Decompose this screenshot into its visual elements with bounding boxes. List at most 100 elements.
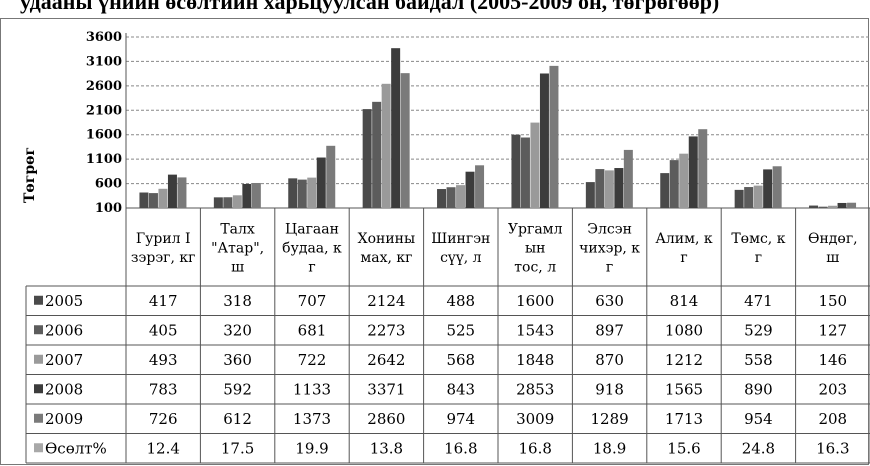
bar bbox=[809, 205, 819, 208]
data-label: 16.8 bbox=[518, 439, 551, 457]
data-label: 493 bbox=[149, 351, 178, 369]
bar bbox=[446, 187, 456, 208]
bar bbox=[362, 109, 372, 208]
data-label: 16.3 bbox=[816, 439, 849, 457]
y-tick-label: 1600 bbox=[86, 128, 122, 143]
legend-swatch bbox=[34, 384, 43, 394]
data-label: 890 bbox=[744, 380, 773, 398]
data-label: 726 bbox=[149, 410, 178, 428]
x-tick-label: Ургамл ын тос, л bbox=[508, 222, 563, 276]
legend-label: 2006 bbox=[45, 321, 83, 339]
bar bbox=[307, 177, 317, 208]
bar bbox=[148, 193, 158, 208]
legend-label: Өсөлт% bbox=[45, 439, 107, 457]
data-label: 568 bbox=[446, 351, 475, 369]
bar bbox=[837, 202, 847, 208]
gridlines bbox=[126, 36, 870, 185]
data-label: 417 bbox=[149, 292, 178, 310]
bar bbox=[456, 185, 466, 208]
data-label: 1212 bbox=[665, 351, 703, 369]
bar bbox=[669, 160, 679, 208]
data-label: 1543 bbox=[516, 321, 554, 339]
chart-frame bbox=[0, 18, 869, 465]
data-label: 3009 bbox=[516, 410, 554, 428]
bar bbox=[475, 165, 485, 208]
data-label: 150 bbox=[818, 292, 847, 310]
bar bbox=[326, 145, 336, 208]
x-tick-label: Шингэн сүү, л bbox=[431, 231, 490, 266]
bar bbox=[753, 185, 763, 208]
bar bbox=[660, 173, 670, 208]
legend-swatch bbox=[34, 325, 43, 335]
bar bbox=[604, 170, 614, 208]
x-tick-label: Талх "Атар", ш bbox=[211, 222, 264, 276]
data-label: 488 bbox=[446, 292, 475, 310]
data-label: 1289 bbox=[591, 410, 629, 428]
bar bbox=[847, 202, 857, 208]
data-label: 1565 bbox=[665, 380, 703, 398]
data-label: 1133 bbox=[293, 380, 331, 398]
data-label: 974 bbox=[446, 410, 475, 428]
data-label: 814 bbox=[670, 292, 699, 310]
data-label: 681 bbox=[298, 321, 327, 339]
data-label: 525 bbox=[446, 321, 475, 339]
bar bbox=[177, 177, 187, 208]
bar bbox=[437, 189, 447, 208]
data-label: 707 bbox=[298, 292, 327, 310]
data-label: 2124 bbox=[367, 292, 405, 310]
y-tick-label: 600 bbox=[95, 177, 122, 192]
legend-label: 2009 bbox=[45, 410, 83, 428]
data-label: 1080 bbox=[665, 321, 703, 339]
data-label: 954 bbox=[744, 410, 773, 428]
data-label: 471 bbox=[744, 292, 773, 310]
data-label: 360 bbox=[223, 351, 252, 369]
data-label: 15.6 bbox=[667, 439, 700, 457]
bar bbox=[539, 73, 549, 209]
data-label: 529 bbox=[744, 321, 773, 339]
data-label: 146 bbox=[818, 351, 847, 369]
legend-label: 2005 bbox=[45, 292, 83, 310]
legend-swatch bbox=[34, 295, 43, 305]
bar bbox=[372, 101, 382, 208]
data-label: 203 bbox=[818, 380, 847, 398]
data-label: 630 bbox=[595, 292, 624, 310]
bar bbox=[158, 188, 168, 208]
data-label: 1713 bbox=[665, 410, 703, 428]
bar bbox=[595, 169, 605, 208]
bar bbox=[744, 187, 754, 208]
data-label: 320 bbox=[223, 321, 252, 339]
data-label: 897 bbox=[595, 321, 624, 339]
data-label: 2642 bbox=[367, 351, 405, 369]
y-tick-label: 2100 bbox=[86, 103, 122, 118]
bar bbox=[232, 195, 242, 208]
y-tick-label: 100 bbox=[95, 201, 122, 216]
data-label: 16.8 bbox=[444, 439, 477, 457]
data-label: 612 bbox=[223, 410, 252, 428]
legend-swatch bbox=[34, 443, 43, 453]
y-tick-label: 3600 bbox=[86, 30, 122, 45]
data-label: 592 bbox=[223, 380, 252, 398]
bar bbox=[316, 157, 326, 208]
bar bbox=[251, 182, 261, 208]
legend-label: 2007 bbox=[45, 351, 83, 369]
data-label: 783 bbox=[149, 380, 178, 398]
bar bbox=[763, 169, 773, 208]
bar bbox=[223, 197, 233, 208]
bar bbox=[614, 168, 624, 208]
data-label: 2860 bbox=[367, 410, 405, 428]
title-strip: удааны үнийн өсөлтийн харьцуулсан байдал… bbox=[0, 0, 870, 18]
y-tick-label: 2600 bbox=[86, 79, 122, 94]
bar bbox=[381, 83, 391, 208]
bar bbox=[297, 179, 307, 208]
data-label: 12.4 bbox=[146, 439, 179, 457]
legend-label: 2008 bbox=[45, 380, 83, 398]
data-label: 558 bbox=[744, 351, 773, 369]
bar bbox=[698, 129, 708, 208]
data-label: 2853 bbox=[516, 380, 554, 398]
bar bbox=[465, 171, 475, 208]
data-label: 1848 bbox=[516, 351, 554, 369]
